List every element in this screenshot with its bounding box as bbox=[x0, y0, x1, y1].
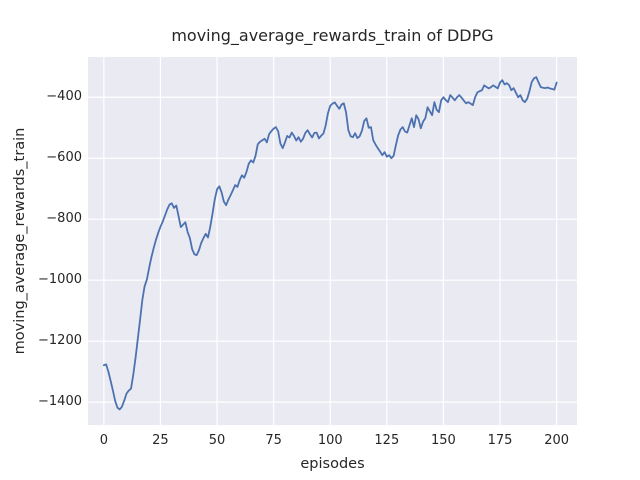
chart-title: moving_average_rewards_train of DDPG bbox=[171, 26, 494, 45]
x-tick-label: 200 bbox=[544, 433, 570, 448]
grid bbox=[88, 57, 577, 425]
x-tick-label: 75 bbox=[265, 433, 282, 448]
series-line bbox=[102, 76, 558, 411]
x-tick-label: 50 bbox=[208, 433, 226, 448]
y-tick-label: −1200 bbox=[38, 333, 82, 349]
y-tick-label: −800 bbox=[46, 211, 82, 227]
x-tick-label: 100 bbox=[317, 433, 343, 448]
x-axis-label: episodes bbox=[300, 456, 365, 472]
y-tick-label: −1000 bbox=[38, 272, 82, 288]
x-tick-label: 125 bbox=[374, 433, 400, 448]
x-tick-label: 25 bbox=[152, 433, 169, 448]
x-tick-label: 0 bbox=[99, 433, 108, 448]
x-tick-label: 175 bbox=[487, 433, 513, 448]
y-axis-label: moving_average_rewards_train bbox=[12, 127, 28, 355]
y-tick-label: −1400 bbox=[38, 394, 82, 410]
x-tick-label: 150 bbox=[431, 433, 456, 448]
plot-area bbox=[88, 57, 577, 425]
y-tick-label: −400 bbox=[46, 89, 82, 105]
y-tick-label: −600 bbox=[46, 150, 82, 166]
